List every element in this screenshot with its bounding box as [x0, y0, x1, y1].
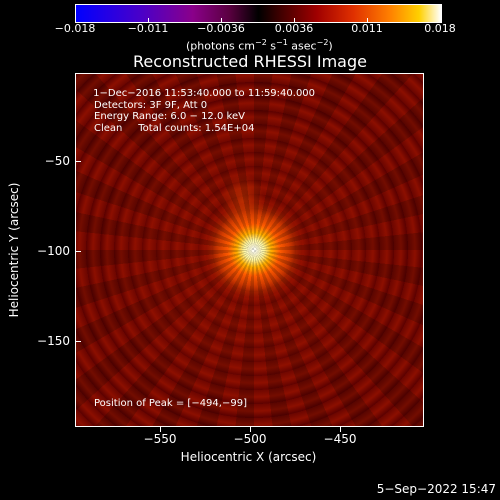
colorbar-unit-label: (photons cm−2 s−1 asec−2) [186, 38, 333, 53]
y-tick-mark [75, 251, 81, 252]
colorbar-tick-label: 0.0036 [274, 22, 314, 35]
x-axis-label: Heliocentric X (arcsec) [180, 450, 317, 464]
colorbar-tick-mark [294, 18, 295, 22]
y-tick-mark [75, 161, 81, 162]
peak-position-text: Position of Peak = [−494,−99] [94, 398, 247, 409]
unit-exp1: −2 [254, 38, 267, 47]
y-tick-mark [75, 341, 81, 342]
colorbar-tick-mark [148, 18, 149, 22]
x-tick-label: −550 [143, 432, 177, 446]
colorbar [75, 4, 442, 23]
colorbar-tick-label: −0.011 [127, 22, 169, 35]
colorbar-tick-label: 0.018 [424, 22, 456, 35]
time-range-text: 1−Dec−2016 11:53:40.000 to 11:59:40.000 [90, 88, 316, 99]
x-tick-mark [250, 426, 251, 432]
colorbar-tick-label: 0.011 [351, 22, 383, 35]
unit-mid: s [266, 39, 277, 53]
x-tick-mark [160, 426, 161, 432]
clean-counts-text: Clean Total counts: 1.54E+04 [94, 123, 255, 134]
colorbar-tick-label: −0.0036 [197, 22, 245, 35]
x-tick-mark [340, 426, 341, 432]
colorbar-tick-mark [221, 18, 222, 22]
date-stamp: 5−Sep−2022 15:47 [376, 482, 496, 496]
colorbar-tick-mark [75, 18, 76, 22]
y-axis-label: Heliocentric Y (arcsec) [7, 182, 21, 318]
x-tick-label: −450 [323, 432, 357, 446]
y-tick-label: −150 [37, 334, 70, 348]
y-tick-label: −50 [44, 154, 70, 168]
unit-close: ) [328, 39, 333, 53]
plot-title: Reconstructed RHESSI Image [133, 52, 367, 71]
rhessi-image: 1−Dec−2016 11:53:40.000 to 11:59:40.000 … [75, 73, 424, 427]
colorbar-tick-mark [367, 18, 368, 22]
unit-exp3: −2 [316, 38, 329, 47]
colorbar-tick-mark [440, 18, 441, 22]
detectors-text: Detectors: 3F 9F, Att 0 [94, 100, 208, 111]
unit-tail: asec [287, 39, 317, 53]
unit-main: (photons cm [186, 39, 255, 53]
unit-exp2: −1 [276, 38, 288, 47]
energy-range-text: Energy Range: 6.0 − 12.0 keV [94, 111, 245, 122]
colorbar-tick-label: −0.018 [54, 22, 96, 35]
x-tick-label: −500 [233, 432, 267, 446]
y-tick-label: −100 [37, 244, 70, 258]
